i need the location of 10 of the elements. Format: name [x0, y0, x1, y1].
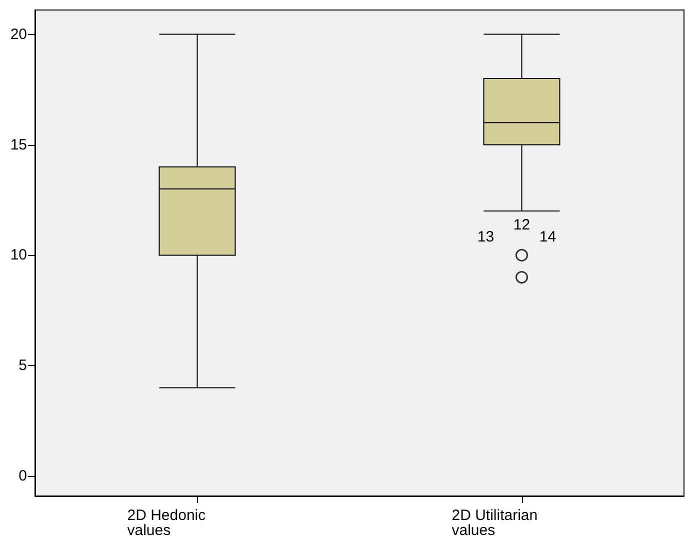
y-tick-label: 0	[18, 468, 27, 485]
x-tick-label: 2D Hedonic values	[127, 507, 210, 539]
annotation: 14	[539, 228, 556, 246]
y-tick-label: 10	[10, 246, 27, 264]
annotation: 12	[513, 216, 530, 234]
annotation: 13	[477, 228, 494, 246]
y-tick-label: 5	[18, 357, 27, 374]
x-tick-label: 2D Utilitarian values	[452, 507, 542, 539]
y-tick-label: 15	[10, 136, 27, 154]
y-tick-label: 20	[10, 26, 27, 43]
